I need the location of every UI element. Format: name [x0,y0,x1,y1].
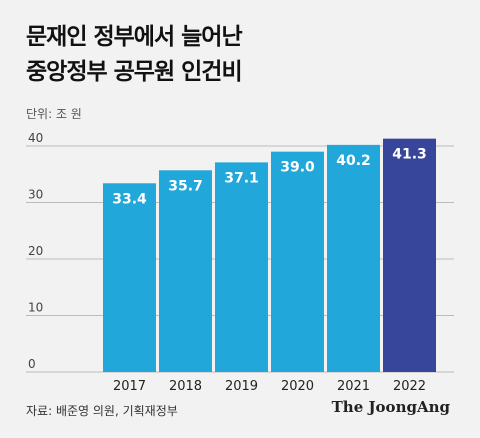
chart-title-line-2: 중앙정부 공무원 인건비 [26,59,243,85]
bar-value-label: 39.0 [280,160,315,176]
y-tick-label: 10 [28,301,43,315]
bar [383,138,436,372]
bar [271,151,324,372]
x-tick-label: 2021 [337,379,370,394]
bar-value-label: 33.4 [112,191,147,207]
x-tick-label: 2020 [281,379,314,394]
x-tick-label: 2019 [225,379,258,394]
source-note: 자료: 배준영 의원, 기획재정부 [26,404,178,418]
bar [103,183,156,372]
unit-label: 단위: 조 원 [26,107,82,121]
bar [215,162,268,372]
y-tick-label: 20 [28,244,43,258]
brand-logo: The JoongAng [331,398,450,416]
y-tick-label: 40 [28,131,43,145]
bar-value-label: 41.3 [392,147,427,163]
x-tick-label: 2018 [169,379,202,394]
bar-value-label: 40.2 [336,153,371,169]
chart-title: 문재인 정부에서 늘어난 중앙정부 공무원 인건비 [26,20,243,90]
chart-title-line-1: 문재인 정부에서 늘어난 [26,24,243,50]
x-tick-label: 2022 [393,379,426,394]
bar [327,144,380,372]
y-tick-label: 30 [28,188,43,202]
bar-value-label: 35.7 [168,178,203,194]
bar [159,170,212,372]
bar-value-label: 37.1 [224,170,259,186]
x-tick-label: 2017 [113,379,146,394]
y-tick-label: 0 [28,357,36,371]
